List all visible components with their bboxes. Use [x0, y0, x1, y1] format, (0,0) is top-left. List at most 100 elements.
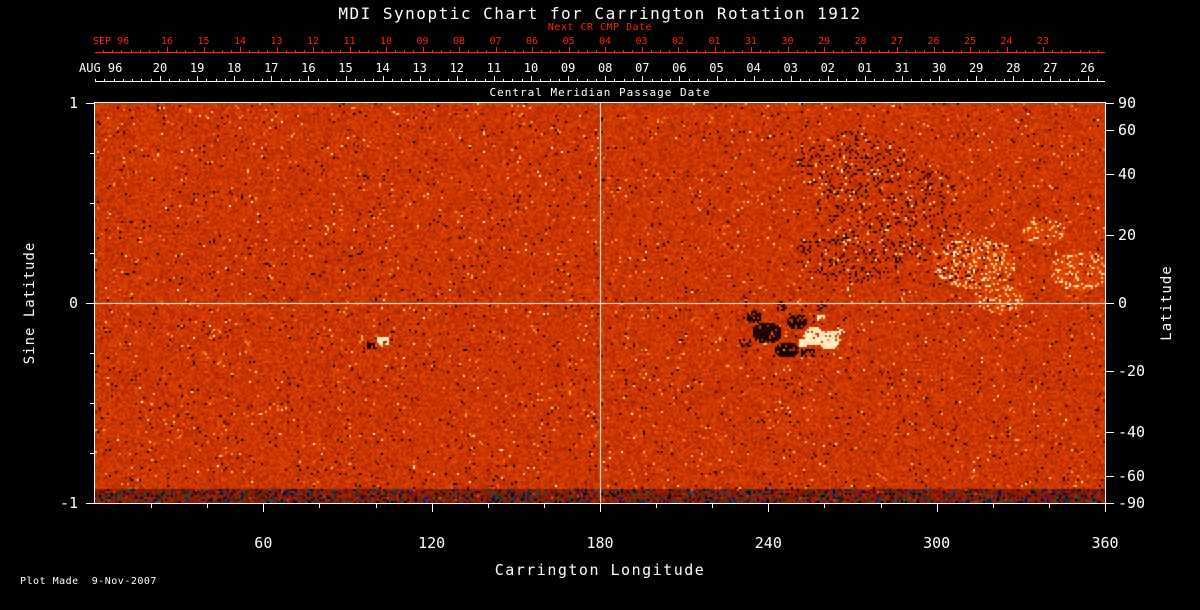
cmp-minor-tick: [512, 79, 514, 81]
cmp-minor-tick: [586, 79, 588, 81]
next-cr-minor-tick: [413, 50, 415, 52]
cmp-minor-tick: [707, 79, 709, 81]
latitude-tick: [1106, 174, 1114, 176]
next-cr-minor-tick: [130, 50, 132, 52]
next-cr-minor-tick: [522, 50, 524, 52]
latitude-tick-label: -20: [1118, 362, 1146, 381]
next-cr-minor-tick: [1079, 50, 1081, 52]
cmp-tick-label: 07: [635, 61, 650, 75]
longitude-tick-label: 180: [586, 534, 614, 552]
next-cr-tick: [933, 47, 935, 52]
cmp-minor-tick: [187, 79, 189, 81]
latitude-tick-label: 0: [1118, 294, 1128, 312]
cmp-tick-label: 20: [152, 61, 168, 75]
cmp-axis-title: Central Meridian Passage Date: [489, 86, 711, 99]
next-cr-minor-tick: [468, 50, 470, 52]
next-cr-minor-tick: [659, 50, 661, 52]
latitude-tick: [1106, 476, 1114, 478]
next-cr-minor-tick: [997, 50, 999, 52]
next-cr-tick-label: 27: [890, 36, 904, 47]
next-cr-minor-tick: [586, 50, 588, 52]
next-cr-minor-tick: [732, 50, 734, 52]
next-cr-minor-tick: [577, 50, 579, 52]
next-cr-minor-tick: [1070, 50, 1072, 52]
next-cr-minor-tick: [404, 50, 406, 52]
cmp-tick-label: 08: [597, 61, 613, 75]
next-cr-tick-label: 24: [1000, 36, 1013, 47]
next-cr-minor-tick: [723, 50, 725, 52]
next-cr-minor-tick: [906, 50, 908, 52]
cmp-minor-tick: [799, 79, 801, 81]
next-cr-minor-tick: [550, 50, 552, 52]
longitude-minor-tick: [207, 504, 209, 508]
next-cr-minor-tick: [322, 50, 324, 52]
latitude-tick-label: -60: [1118, 467, 1146, 486]
next-cr-minor-tick: [559, 50, 561, 52]
cmp-minor-tick: [484, 79, 486, 81]
next-cr-minor-tick: [513, 50, 515, 52]
next-cr-minor-tick: [157, 50, 159, 52]
next-cr-minor-tick: [805, 50, 807, 52]
cmp-minor-tick: [113, 79, 115, 81]
next-cr-minor-tick: [285, 50, 287, 52]
cmp-minor-tick: [670, 79, 672, 81]
next-cr-tick: [897, 47, 898, 52]
cmp-tick-label: 19: [189, 61, 205, 75]
cmp-minor-tick: [688, 79, 690, 81]
longitude-tick: [600, 504, 601, 512]
next-cr-tick-label: 28: [854, 36, 867, 47]
latitude-tick-label: 20: [1118, 225, 1137, 244]
next-cr-minor-tick: [541, 50, 543, 52]
next-cr-tick-label: 05: [562, 36, 575, 47]
next-cr-minor-tick: [1015, 50, 1017, 52]
cmp-tick-label: 10: [523, 61, 539, 75]
next-cr-minor-tick: [185, 50, 187, 52]
next-cr-minor-tick: [267, 50, 269, 52]
next-cr-tick-label: 23: [1036, 36, 1050, 47]
next-cr-minor-tick: [504, 50, 506, 52]
next-cr-minor-tick: [367, 50, 369, 52]
sine-latitude-tick-label: -1: [59, 494, 78, 512]
longitude-minor-tick: [712, 504, 714, 508]
next-cr-tick: [240, 47, 241, 52]
cmp-tick: [790, 76, 792, 81]
next-cr-minor-tick: [258, 50, 260, 52]
next-cr-minor-tick: [979, 50, 981, 52]
sine-latitude-minor-tick: [90, 253, 94, 254]
next-cr-minor-tick: [842, 50, 844, 52]
next-cr-minor-tick: [121, 50, 123, 52]
next-cr-minor-tick: [431, 50, 433, 52]
cmp-minor-tick: [410, 79, 412, 81]
longitude-tick-label: 360: [1091, 534, 1119, 552]
cmp-minor-tick: [224, 79, 226, 81]
cmp-tick: [382, 76, 384, 81]
next-cr-tick: [568, 47, 570, 52]
longitude-tick-label: 120: [418, 534, 446, 552]
latitude-tick: [1106, 431, 1114, 433]
sine-latitude-minor-tick: [90, 353, 94, 354]
cmp-tick: [1013, 76, 1015, 81]
next-cr-tick-label: 25: [963, 36, 977, 47]
next-cr-tick-label: 30: [781, 36, 794, 47]
next-cr-tick: [422, 47, 424, 52]
cmp-axis-line: [95, 81, 1105, 82]
cmp-tick-label: 03: [783, 61, 798, 75]
cmp-minor-tick: [614, 79, 616, 81]
sine-latitude-tick-label: 0: [68, 294, 78, 312]
cmp-minor-tick: [299, 79, 301, 81]
next-cr-minor-tick: [303, 50, 305, 52]
cmp-minor-tick: [141, 79, 143, 81]
cmp-tick: [716, 76, 718, 81]
cmp-minor-tick: [577, 79, 579, 81]
next-cr-tick-label: 01: [708, 36, 721, 47]
next-cr-tick: [276, 47, 278, 52]
cmp-minor-tick: [336, 79, 338, 81]
cmp-tick: [456, 76, 458, 81]
cmp-tick-label: 27: [1043, 61, 1058, 75]
next-cr-minor-tick: [951, 50, 953, 52]
next-cr-tick: [714, 47, 716, 52]
cmp-minor-tick: [985, 79, 987, 81]
next-cr-minor-tick: [632, 50, 634, 52]
cmp-tick: [1050, 76, 1052, 81]
longitude-tick-label: 60: [254, 534, 273, 552]
